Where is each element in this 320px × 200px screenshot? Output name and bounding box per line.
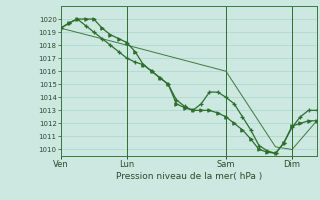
X-axis label: Pression niveau de la mer( hPa ): Pression niveau de la mer( hPa ) [116, 172, 262, 181]
